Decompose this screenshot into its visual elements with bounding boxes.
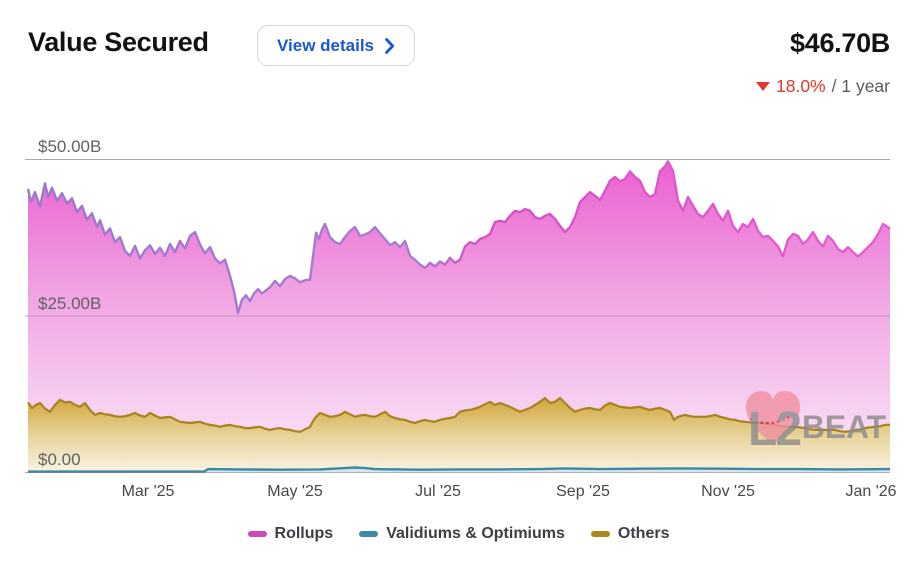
legend-dash-icon (247, 531, 267, 537)
change-period: / 1 year (831, 76, 890, 96)
view-details-label: View details (277, 35, 375, 55)
y-tick-label: $0.00 (38, 450, 81, 469)
gridlines-overlay (25, 159, 890, 473)
legend-item-validiums-optimiums: Validiums & Optimiums (359, 525, 565, 543)
x-tick-label: May '25 (267, 483, 323, 500)
x-tick-label: Jul '25 (415, 483, 461, 500)
chevron-right-icon (385, 37, 395, 54)
x-tick-label: Sep '25 (556, 483, 610, 500)
legend-dash-icon (359, 531, 379, 537)
y-tick-label: $50.00B (38, 137, 102, 156)
legend-dash-icon (590, 531, 610, 537)
current-value: $46.70B (790, 28, 890, 58)
legend-label: Validiums & Optimiums (386, 525, 565, 542)
legend-item-others: Others (590, 525, 670, 543)
area-bands (26, 160, 891, 473)
x-tick-label: Nov '25 (701, 483, 755, 500)
change-row: 18.0% / 1 year (756, 76, 890, 97)
page-title: Value Secured (28, 27, 209, 57)
x-tick-label: Mar '25 (121, 483, 175, 500)
change-percent: 18.0% (776, 76, 826, 96)
view-details-button[interactable]: View details (257, 25, 416, 66)
y-tick-label: $25.00B (38, 293, 102, 313)
legend-label: Rollups (274, 525, 334, 542)
legend-item-rollups: Rollups (247, 525, 334, 543)
x-tick-label: Jan '26 (845, 483, 897, 500)
triangle-down-icon (756, 82, 770, 91)
legend-label: Others (617, 525, 670, 542)
chart-legend: Rollups Validiums & Optimiums Others (0, 525, 917, 543)
